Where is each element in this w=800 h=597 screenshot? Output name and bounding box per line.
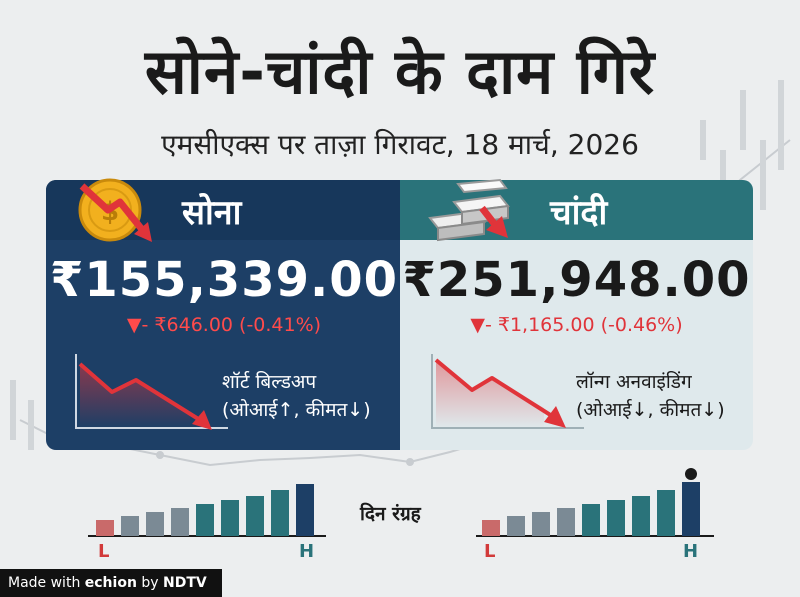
silver-change: ▼- ₹1,165.00 (-0.46%) bbox=[470, 314, 683, 336]
page-subtitle: एमसीएक्स पर ताज़ा गिरावट, 18 मार्च, 2026 bbox=[161, 128, 639, 161]
silver-bars-down-icon bbox=[428, 178, 510, 242]
page-title: सोने-चांदी के दाम गिरे bbox=[144, 35, 656, 108]
silver-card: चांदी ₹251,948.00 ▼- ₹1,165.00 (-0.46%) … bbox=[400, 178, 753, 450]
gold-price: ₹155,339.00 bbox=[49, 252, 399, 308]
silver-signal: लॉन्ग अनवाइंडिंग (ओआई↓, कीमत↓) bbox=[576, 368, 725, 424]
gold-trend-mini-chart bbox=[75, 354, 228, 430]
day-range-label: दिन रंग्रह bbox=[360, 503, 421, 525]
gold-signal-title: शॉर्ट बिल्डअप bbox=[222, 371, 317, 393]
watermark-by: by bbox=[141, 575, 159, 591]
silver-trend-mini-chart bbox=[431, 354, 584, 429]
gold-high-label: H bbox=[299, 541, 315, 562]
made-with-watermark: Made with echion by NDTV bbox=[0, 569, 222, 597]
gold-change: ▼- ₹646.00 (-0.41%) bbox=[126, 314, 322, 336]
silver-day-range-bars bbox=[476, 468, 714, 537]
gold-low-label: L bbox=[98, 541, 110, 562]
silver-low-label: L bbox=[484, 541, 496, 562]
gold-signal: शॉर्ट बिल्डअप (ओआई↑, कीमत↓) bbox=[222, 368, 371, 424]
silver-signal-title: लॉन्ग अनवाइंडिंग bbox=[576, 371, 692, 393]
gold-card-header: $ सोना bbox=[46, 178, 402, 242]
gold-signal-detail: (ओआई↑, कीमत↓) bbox=[222, 399, 371, 421]
silver-name: चांदी bbox=[550, 193, 608, 233]
gold-day-range-bars bbox=[88, 484, 326, 537]
silver-high-label: H bbox=[683, 541, 699, 562]
watermark-brand: echion bbox=[84, 575, 137, 591]
watermark-publisher: NDTV bbox=[163, 575, 207, 591]
gold-name: सोना bbox=[182, 193, 242, 233]
silver-card-header: चांदी bbox=[400, 178, 753, 242]
gold-card: $ सोना ₹155,339.00 ▼- ₹646.00 (-0.41%) श… bbox=[46, 178, 402, 450]
watermark-made-with: Made with bbox=[8, 575, 81, 591]
gold-coin-down-icon: $ bbox=[78, 178, 152, 242]
silver-signal-detail: (ओआई↓, कीमत↓) bbox=[576, 399, 725, 421]
silver-price: ₹251,948.00 bbox=[402, 252, 751, 308]
